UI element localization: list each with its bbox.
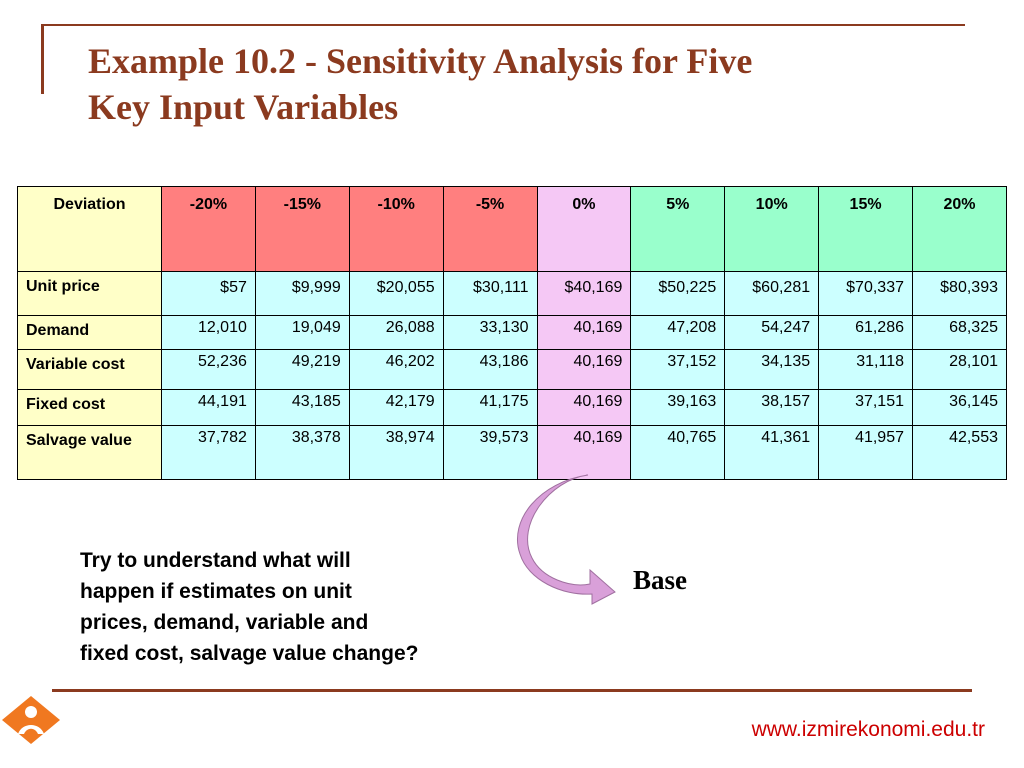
table-cell: 68,325	[912, 315, 1007, 350]
table-cell: 42,553	[912, 425, 1007, 480]
table-cell: 42,179	[348, 389, 444, 426]
row-label: Demand	[17, 315, 162, 350]
table-cell: $80,393	[912, 271, 1007, 316]
top-rule	[41, 24, 965, 26]
table-cell: 37,782	[161, 425, 256, 480]
left-rule	[41, 24, 44, 94]
note-line-1: Try to understand what will	[80, 549, 351, 572]
header-deviation-plus-5: 5%	[630, 186, 726, 272]
table-cell: 31,118	[818, 349, 913, 390]
table-cell: $57	[161, 271, 256, 316]
slide-title: Example 10.2 - Sensitivity Analysis for …	[88, 38, 988, 130]
table-row-unit-price: Unit price $57 $9,999 $20,055 $30,111 $4…	[17, 271, 1007, 316]
footer-url-link[interactable]: www.izmirekonomi.edu.tr	[751, 718, 985, 741]
table-cell: 38,157	[724, 389, 820, 426]
curved-arrow-icon	[517, 474, 616, 605]
table-cell: $30,111	[442, 271, 538, 316]
note-line-2: happen if estimates on unit	[80, 580, 352, 603]
base-cell: 40,169	[536, 315, 632, 350]
table-cell: 41,957	[818, 425, 913, 480]
bottom-rule	[52, 689, 972, 692]
table-cell: 12,010	[161, 315, 256, 350]
header-deviation-plus-15: 15%	[818, 186, 913, 272]
table-cell: 37,151	[818, 389, 913, 426]
table-cell: 43,186	[442, 349, 538, 390]
table-header-row: Deviation -20% -15% -10% -5% 0% 5% 10% 1…	[17, 186, 1007, 272]
note-text: Try to understand what will happen if es…	[80, 545, 520, 669]
table-cell: 43,185	[254, 389, 350, 426]
sensitivity-table: Deviation -20% -15% -10% -5% 0% 5% 10% 1…	[17, 186, 1007, 480]
table-cell: 36,145	[912, 389, 1007, 426]
slide-title-line-2: Key Input Variables	[88, 87, 399, 127]
table-cell: 41,175	[442, 389, 538, 426]
table-cell: 39,573	[442, 425, 538, 480]
header-deviation-0: 0%	[536, 186, 632, 272]
base-cell: 40,169	[536, 425, 632, 480]
note-line-3: prices, demand, variable and	[80, 611, 369, 634]
header-deviation-minus-15: -15%	[254, 186, 350, 272]
table-row-fixed-cost: Fixed cost 44,191 43,185 42,179 41,175 4…	[17, 389, 1007, 426]
izmir-ekonomi-logo-icon	[2, 696, 60, 744]
table-cell: 52,236	[161, 349, 256, 390]
table-cell: 47,208	[630, 315, 726, 350]
table-row-salvage-value: Salvage value 37,782 38,378 38,974 39,57…	[17, 425, 1007, 480]
table-row-variable-cost: Variable cost 52,236 49,219 46,202 43,18…	[17, 349, 1007, 390]
table-cell: 61,286	[818, 315, 913, 350]
table-cell: 38,974	[348, 425, 444, 480]
table-cell: 38,378	[254, 425, 350, 480]
table-cell: 37,152	[630, 349, 726, 390]
table-cell: 40,765	[630, 425, 726, 480]
table-cell: $50,225	[630, 271, 726, 316]
table-cell: 41,361	[724, 425, 820, 480]
header-deviation-minus-10: -10%	[348, 186, 444, 272]
table-row-demand: Demand 12,010 19,049 26,088 33,130 40,16…	[17, 315, 1007, 350]
header-deviation: Deviation	[17, 186, 162, 272]
table-cell: 33,130	[442, 315, 538, 350]
table-cell: 26,088	[348, 315, 444, 350]
table-cell: 39,163	[630, 389, 726, 426]
slide-title-line-1: Example 10.2 - Sensitivity Analysis for …	[88, 41, 753, 81]
header-deviation-minus-5: -5%	[442, 186, 538, 272]
table-cell: 34,135	[724, 349, 820, 390]
row-label: Fixed cost	[17, 389, 162, 426]
table-cell: 49,219	[254, 349, 350, 390]
base-cell: 40,169	[536, 389, 632, 426]
table-cell: $20,055	[348, 271, 444, 316]
table-cell: 54,247	[724, 315, 820, 350]
note-line-4: fixed cost, salvage value change?	[80, 642, 419, 665]
base-cell: 40,169	[536, 349, 632, 390]
header-deviation-minus-20: -20%	[161, 186, 256, 272]
row-label: Variable cost	[17, 349, 162, 390]
table-cell: 19,049	[254, 315, 350, 350]
table-cell: $9,999	[254, 271, 350, 316]
table-cell: $60,281	[724, 271, 820, 316]
table-cell: 44,191	[161, 389, 256, 426]
header-deviation-plus-20: 20%	[912, 186, 1007, 272]
base-label: Base	[633, 565, 687, 595]
table-cell: $70,337	[818, 271, 913, 316]
row-label: Salvage value	[17, 425, 162, 480]
header-deviation-plus-10: 10%	[724, 186, 820, 272]
table-cell: 28,101	[912, 349, 1007, 390]
base-cell: $40,169	[536, 271, 632, 316]
table-cell: 46,202	[348, 349, 444, 390]
row-label: Unit price	[17, 271, 162, 316]
